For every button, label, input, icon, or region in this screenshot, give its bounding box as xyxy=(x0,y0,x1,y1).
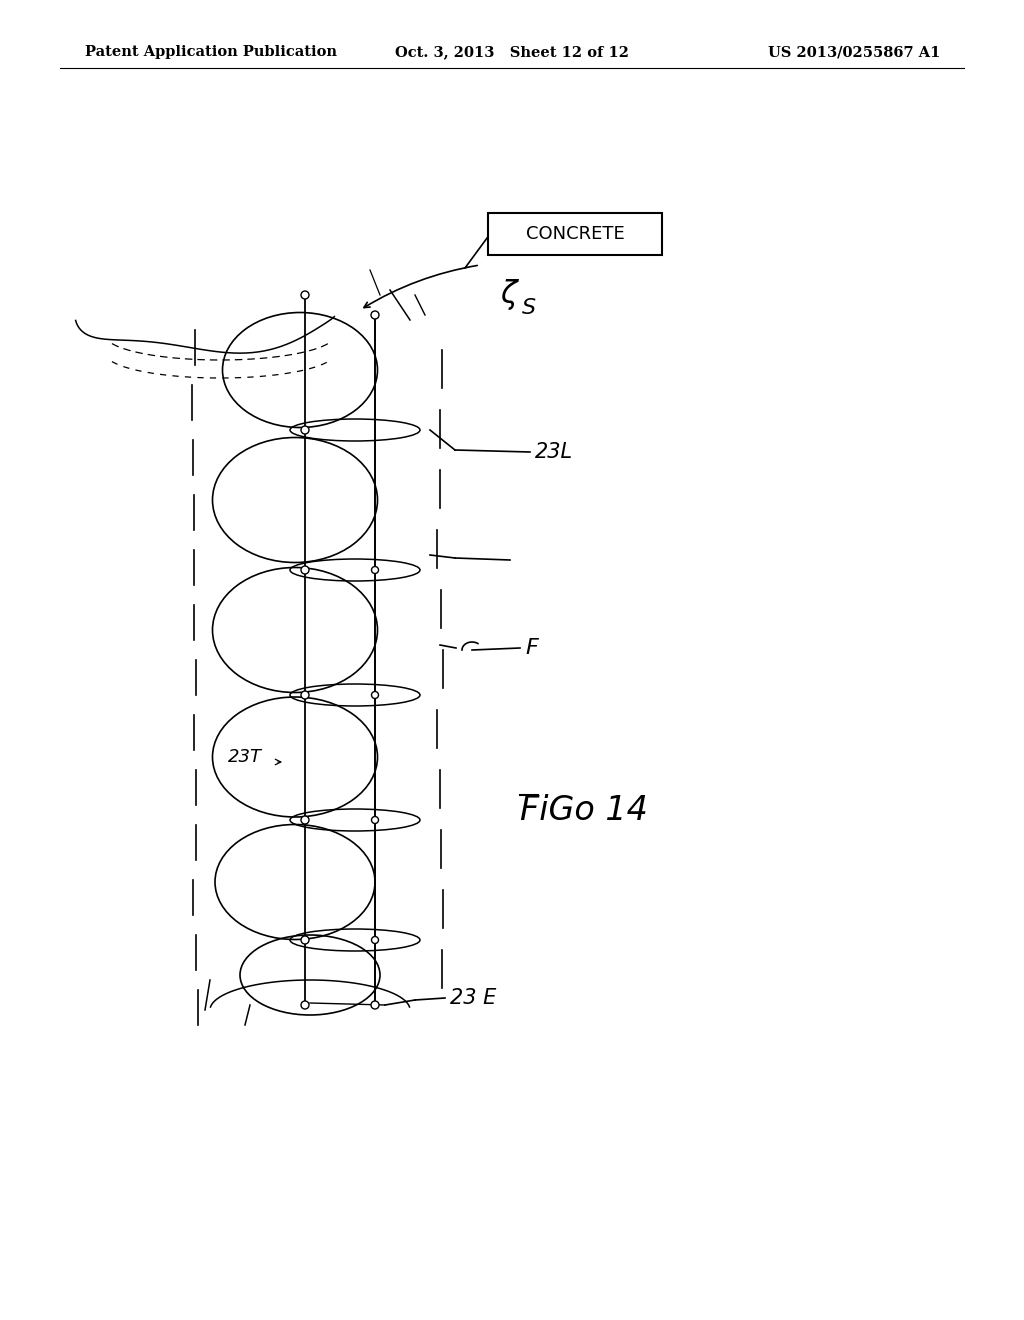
Text: 23 E: 23 E xyxy=(450,987,497,1008)
Circle shape xyxy=(301,936,309,944)
Text: S: S xyxy=(522,298,537,318)
Text: Patent Application Publication: Patent Application Publication xyxy=(85,45,337,59)
FancyBboxPatch shape xyxy=(488,213,662,255)
Text: 23T: 23T xyxy=(228,748,262,766)
Circle shape xyxy=(301,690,309,700)
Text: CONCRETE: CONCRETE xyxy=(525,224,625,243)
Circle shape xyxy=(372,566,379,573)
Circle shape xyxy=(301,290,309,300)
Circle shape xyxy=(301,426,309,434)
Circle shape xyxy=(301,566,309,574)
Text: FiGo 14: FiGo 14 xyxy=(520,793,648,826)
Circle shape xyxy=(372,936,379,944)
Circle shape xyxy=(372,692,379,698)
Circle shape xyxy=(301,816,309,824)
Text: 23L: 23L xyxy=(535,442,573,462)
Circle shape xyxy=(371,312,379,319)
Circle shape xyxy=(372,817,379,824)
Text: US 2013/0255867 A1: US 2013/0255867 A1 xyxy=(768,45,940,59)
Text: F: F xyxy=(525,638,538,657)
Text: $\zeta$: $\zeta$ xyxy=(500,277,520,313)
Text: Oct. 3, 2013   Sheet 12 of 12: Oct. 3, 2013 Sheet 12 of 12 xyxy=(395,45,629,59)
Circle shape xyxy=(301,1001,309,1008)
Circle shape xyxy=(371,1001,379,1008)
